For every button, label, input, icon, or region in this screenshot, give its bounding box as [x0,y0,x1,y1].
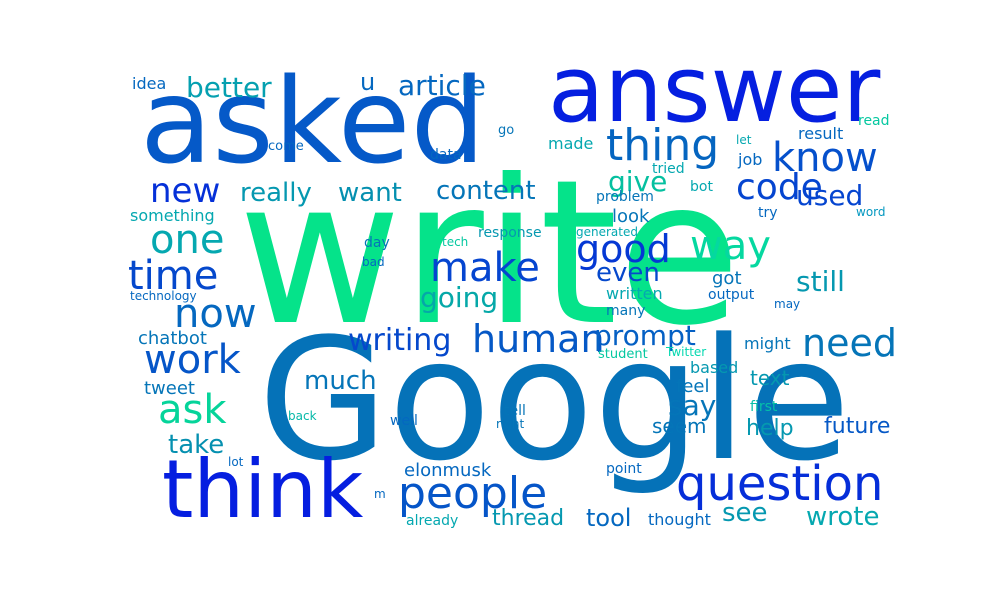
word-twitter: Twitter [666,345,707,359]
word-future: future [824,414,891,439]
word-human: human [472,317,605,361]
word-take: take [168,430,225,460]
word-made: made [548,134,594,153]
word-output: output [708,287,755,303]
word-result: result [798,124,844,143]
word-thread: thread [492,506,565,531]
word-content: content [436,176,536,206]
word-might: might [744,334,791,353]
word-write: write [238,137,741,370]
word-text: text [750,366,790,390]
word-tool: tool [586,504,632,532]
word-job: job [738,150,763,169]
word-data: data [430,147,462,163]
word-student: student [598,347,648,362]
word-look: look [612,206,650,227]
word-wrote: wrote [806,502,880,532]
word-may: may [774,297,801,311]
word-even: even [596,258,660,288]
word-back: back [288,409,317,423]
word-help: help [746,416,794,441]
word-asked: asked [140,52,486,190]
word-one: one [150,217,225,263]
word-good: good [576,227,671,271]
word-point: point [606,461,642,477]
word-day: day [364,235,390,251]
word-written: written [606,284,663,303]
word-new: new [150,171,221,211]
word-already: already [406,513,459,529]
word-want: want [338,178,402,208]
word-give: give [608,165,668,198]
word-read: read [858,113,890,129]
word-much: much [304,366,377,396]
word-work: work [144,337,241,383]
word-think: think [162,443,364,536]
word-better: better [186,71,272,104]
word-question: question [676,456,884,512]
word-right: right [496,417,525,431]
word-idea: idea [132,74,167,93]
word-u: u [360,68,376,96]
word-know: know [772,135,878,181]
word-seem: seem [652,414,707,438]
word-time: time [128,253,219,299]
word-going: going [420,281,499,314]
word-lot: lot [228,455,244,469]
word-many: many [606,303,646,319]
word-problem: problem [596,189,654,205]
word-say: say [668,389,717,422]
word-tech: tech [442,235,469,249]
word-tell: tell [504,403,526,419]
word-prompt: prompt [594,319,696,352]
word-bad: bad [362,255,385,269]
word-try: try [758,205,778,221]
word-people: people [398,468,548,519]
word-google: Google [258,302,851,498]
word-word: word [856,205,886,219]
word-m: m [374,487,386,501]
word-article: article [398,69,486,102]
word-answer: answer [548,36,881,143]
word-still: still [796,265,845,298]
word-tried: tried [652,161,685,177]
word-feel: feel [676,376,710,397]
word-now: now [174,291,257,337]
word-code: code [736,167,823,208]
word-see: see [722,498,768,528]
word-way: way [690,223,771,269]
word-technology: technology [130,289,197,303]
word-thought: thought [648,510,711,529]
word-writing: writing [348,323,452,358]
word-let: let [736,133,752,147]
word-used: used [796,179,864,212]
word-chatbot: chatbot [138,328,207,349]
word-well: well [390,413,418,429]
word-response: response [478,225,542,241]
word-make: make [430,245,540,291]
word-elonmusk: elonmusk [404,460,492,481]
word-generated: generated [576,225,638,239]
word-something: something [130,206,215,225]
word-got: got [712,268,742,289]
word-go: go [498,123,515,138]
word-tweet: tweet [144,378,195,399]
word-based: based [690,358,739,377]
word-bot: bot [690,179,713,195]
word-thing: thing [606,120,720,171]
word-first: first [750,399,778,415]
word-need: need [802,321,897,365]
word-come: come [268,139,304,154]
word-ask: ask [158,387,227,433]
word-really: really [240,178,312,208]
